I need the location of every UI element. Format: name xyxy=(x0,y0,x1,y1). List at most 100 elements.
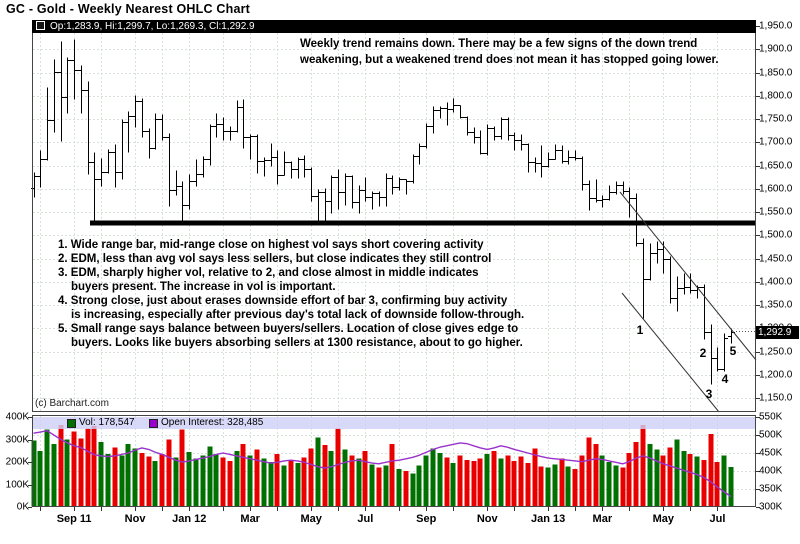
volume-bar xyxy=(613,465,619,507)
ohlc-bar xyxy=(112,144,119,188)
ohlc-bar xyxy=(193,159,200,187)
volume-bar xyxy=(525,463,531,507)
volume-bar xyxy=(511,460,517,507)
volume-bar xyxy=(687,454,693,507)
bar-number-label: 4 xyxy=(721,372,729,386)
ohlc-bar xyxy=(254,134,261,174)
volume-pane-frame xyxy=(32,415,756,507)
volume-bar xyxy=(552,464,558,507)
ohlc-bar xyxy=(559,145,566,164)
ohlc-bar xyxy=(538,145,545,178)
volume-bar xyxy=(308,448,314,507)
volume-bar xyxy=(44,429,50,507)
volume-bar xyxy=(281,465,287,507)
volume-bar xyxy=(369,464,375,507)
ohlc-bar xyxy=(207,124,214,166)
y-axis-tick-label: 1,900.0 xyxy=(759,43,793,55)
note-line: 3. EDM, sharply higher vol, relative to … xyxy=(58,267,479,279)
ohlc-bar xyxy=(71,39,78,100)
ohlc-bar xyxy=(410,154,417,184)
volume-bar xyxy=(464,459,470,507)
y-axis-tick-label: 1,250.0 xyxy=(759,346,793,357)
volume-bar xyxy=(240,444,246,507)
y-axis-tick-label: 1,800.0 xyxy=(759,90,793,102)
ohlc-bar xyxy=(477,130,484,155)
ohlc-bar xyxy=(498,117,505,140)
oi-axis-tick-label: 500K xyxy=(759,429,783,441)
y-axis-tick-label: 1,700.0 xyxy=(759,136,793,148)
ohlc-bar xyxy=(315,189,322,224)
ohlc-bar xyxy=(213,113,220,138)
volume-bar xyxy=(119,455,125,507)
volume-swatch-icon xyxy=(67,419,76,428)
ohlc-bar xyxy=(152,113,159,150)
ohlc-bar xyxy=(240,99,247,149)
ohlc-bar xyxy=(125,111,132,153)
trendline xyxy=(621,292,720,413)
volume-bar xyxy=(579,455,585,507)
volume-bar xyxy=(247,455,253,507)
ohlc-bar xyxy=(552,144,559,160)
ohlc-bar xyxy=(606,185,613,201)
ohlc-bar xyxy=(247,134,254,160)
volume-axis-tick-label: 200K xyxy=(5,456,29,468)
bar-number-label: 5 xyxy=(729,344,737,358)
ohlc-bar xyxy=(511,132,518,151)
y-axis-tick-label: 1,950.0 xyxy=(759,20,793,32)
volume-axis-tick-label: 100K xyxy=(5,479,29,490)
volume-bar xyxy=(667,447,673,507)
ohlc-bar xyxy=(457,105,464,119)
ohlc-bar xyxy=(268,143,275,167)
bar-number-label: 1 xyxy=(636,323,644,337)
volume-bar xyxy=(78,438,84,507)
volume-bar xyxy=(234,450,240,507)
note-line: 1. Wide range bar, mid-range close on hi… xyxy=(58,239,484,251)
ohlc-bar xyxy=(728,328,735,344)
ohlc-bar xyxy=(227,126,234,141)
volume-bar xyxy=(254,449,260,507)
ohlc-bar xyxy=(376,191,383,207)
volume-bar xyxy=(660,455,666,507)
last-price-badge: 1,292.9 xyxy=(756,326,799,339)
volume-bar xyxy=(179,429,185,507)
volume-bar xyxy=(166,439,172,507)
volume-bar xyxy=(593,444,599,507)
volume-bar xyxy=(173,457,179,507)
ohlc-bar xyxy=(295,157,302,179)
volume-bar xyxy=(31,440,37,507)
ohlc-bar xyxy=(701,284,708,340)
x-axis-month-label: Jan 12 xyxy=(172,513,207,525)
ohlc-bar xyxy=(444,102,451,126)
open-interest-legend-label: Open Interest: 328,485 xyxy=(161,417,264,428)
ohlc-bar xyxy=(85,81,92,175)
volume-bar xyxy=(213,454,219,507)
ohlc-bar xyxy=(681,273,688,295)
volume-bar xyxy=(37,450,43,507)
ohlc-bar xyxy=(288,161,295,179)
volume-bar xyxy=(559,458,565,507)
volume-bar xyxy=(694,456,700,507)
ohlc-bar xyxy=(687,273,694,294)
volume-bar xyxy=(389,444,395,507)
volume-bar xyxy=(599,455,605,507)
ohlc-bar xyxy=(234,100,241,133)
ohlc-bar xyxy=(430,106,437,134)
volume-axis-tick-label: 0K xyxy=(16,501,29,513)
ohlc-bar xyxy=(613,181,620,195)
ohlc-bar xyxy=(437,106,444,119)
ohlc-bar xyxy=(369,191,376,210)
bar-number-label: 3 xyxy=(705,387,713,401)
volume-bar xyxy=(491,450,497,507)
bar-number-label: 2 xyxy=(699,346,707,360)
ohlc-bar xyxy=(572,150,579,161)
volume-bar xyxy=(410,473,416,507)
volume-bar xyxy=(328,450,334,507)
volume-bar xyxy=(430,448,436,507)
volume-bar xyxy=(159,454,165,507)
volume-bar xyxy=(626,453,632,507)
ohlc-summary-strip: Op:1,283.9, Hi:1,299.7, Lo:1,269.3, Cl:1… xyxy=(32,20,756,33)
volume-bar xyxy=(714,462,720,507)
note-line: 2. EDM, less than avg vol says less sell… xyxy=(58,253,492,265)
ohlc-bar xyxy=(335,169,342,210)
